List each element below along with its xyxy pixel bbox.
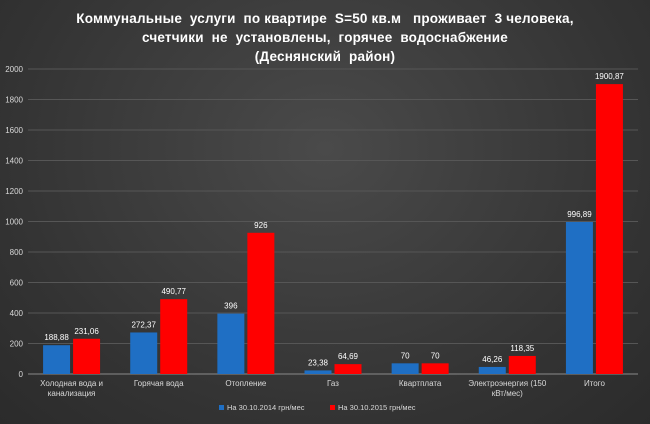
legend-label: На 30.10.2015 грн/мес <box>338 403 416 412</box>
data-label: 272,37 <box>131 320 156 329</box>
x-tick-label: кВт/мес) <box>492 389 523 398</box>
y-tick-label: 1800 <box>5 96 23 105</box>
data-label: 188,88 <box>44 333 69 342</box>
x-tick-label: Итого <box>584 379 606 388</box>
bar <box>595 84 623 375</box>
data-label: 490,77 <box>161 287 186 296</box>
bar <box>565 221 593 374</box>
bar <box>508 355 536 374</box>
bar <box>43 345 71 374</box>
x-tick-label: Горячая вода <box>134 379 184 388</box>
x-tick-label: Квартплата <box>399 379 442 388</box>
data-label: 46,26 <box>482 355 503 364</box>
data-label: 70 <box>431 351 440 360</box>
chart-title-line-2: счетчики не установлены, горячее водосна… <box>142 30 508 45</box>
x-tick-label: Холодная вода и <box>40 379 103 388</box>
data-label: 118,35 <box>510 344 534 353</box>
data-label: 926 <box>254 221 268 230</box>
bar <box>247 232 275 374</box>
bar <box>334 364 362 374</box>
y-tick-label: 200 <box>10 340 24 349</box>
bar <box>391 363 419 374</box>
data-label: 996,89 <box>567 210 592 219</box>
chart-title-line-3: (Деснянский район) <box>254 49 396 64</box>
x-tick-label: канализация <box>48 389 96 398</box>
bar <box>478 366 506 374</box>
data-label: 64,69 <box>338 352 359 361</box>
legend-swatch <box>219 405 224 410</box>
bar <box>421 363 449 374</box>
x-tick-label: Электроэнергия (150 <box>468 379 547 388</box>
x-tick-label: Газ <box>327 379 339 388</box>
y-tick-label: 1200 <box>5 187 23 196</box>
data-label: 1900,87 <box>595 72 624 81</box>
y-tick-label: 1000 <box>5 218 23 227</box>
y-tick-label: 800 <box>10 248 24 257</box>
y-tick-label: 1600 <box>5 126 23 135</box>
y-tick-label: 1400 <box>5 157 23 166</box>
chart-title: Коммунальные услуги по квартире S=50 кв.… <box>0 9 650 66</box>
data-label: 70 <box>401 351 410 360</box>
y-tick-label: 2000 <box>5 65 23 74</box>
legend-label: На 30.10.2014 грн/мес <box>227 403 305 412</box>
bar <box>73 338 101 374</box>
data-label: 396 <box>224 302 238 311</box>
chart-title-line-1: Коммунальные услуги по квартире S=50 кв.… <box>76 11 574 26</box>
y-tick-label: 400 <box>10 309 24 318</box>
legend-swatch <box>330 405 335 410</box>
y-tick-label: 600 <box>10 279 24 288</box>
bar <box>217 313 245 374</box>
bar <box>130 332 158 374</box>
y-tick-label: 0 <box>19 370 24 379</box>
bar <box>304 370 332 374</box>
data-label: 231,06 <box>74 327 99 336</box>
bar <box>160 299 188 374</box>
data-label: 23,38 <box>308 358 329 367</box>
x-tick-label: Отопление <box>225 379 267 388</box>
